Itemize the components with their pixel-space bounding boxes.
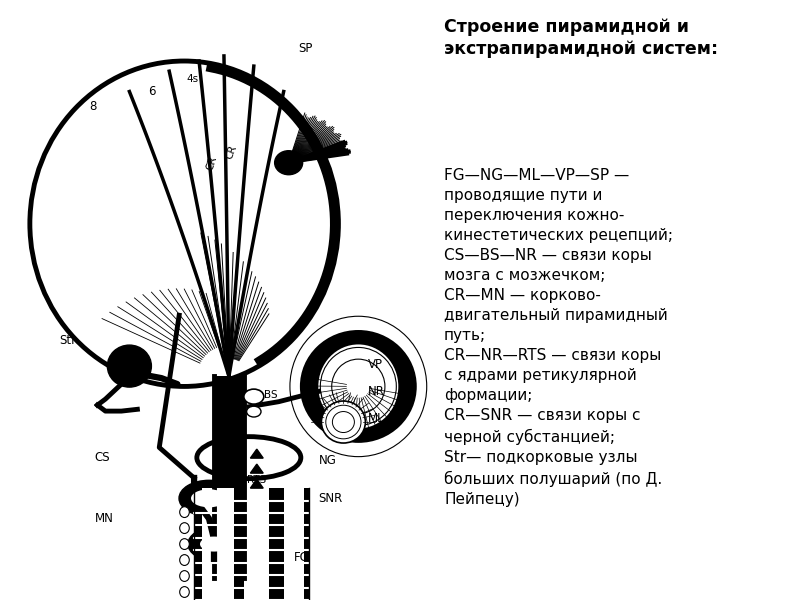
Text: 6: 6	[149, 85, 156, 98]
Bar	[244, 488, 269, 600]
Ellipse shape	[180, 507, 190, 518]
Ellipse shape	[200, 536, 228, 551]
Text: NG: NG	[318, 454, 336, 467]
Text: BS: BS	[264, 389, 278, 400]
Text: NR: NR	[368, 385, 385, 398]
Bar	[284, 488, 303, 600]
Text: CS: CS	[94, 451, 110, 464]
Polygon shape	[250, 479, 263, 488]
Text: Строение пирамидной и
экстрапирамидной систем:: Строение пирамидной и экстрапирамидной с…	[444, 18, 718, 58]
Ellipse shape	[180, 587, 190, 598]
Ellipse shape	[179, 481, 239, 517]
Bar	[194, 488, 309, 600]
Text: VP: VP	[368, 358, 383, 371]
Bar	[202, 488, 234, 600]
Text: SNR: SNR	[318, 492, 342, 505]
Ellipse shape	[246, 406, 261, 417]
Ellipse shape	[180, 539, 190, 550]
Ellipse shape	[274, 151, 302, 175]
Text: 4s: 4s	[186, 74, 198, 85]
Text: Str: Str	[60, 334, 77, 347]
Polygon shape	[250, 464, 263, 473]
Ellipse shape	[244, 389, 264, 404]
Ellipse shape	[302, 332, 414, 440]
Text: ML: ML	[368, 412, 385, 425]
Ellipse shape	[180, 523, 190, 533]
Ellipse shape	[188, 527, 240, 560]
Text: SP: SP	[298, 43, 313, 55]
Bar	[214, 376, 244, 590]
Ellipse shape	[191, 490, 227, 508]
Ellipse shape	[180, 571, 190, 581]
Text: CR: CR	[205, 154, 219, 171]
Polygon shape	[250, 449, 263, 458]
Text: 8: 8	[89, 100, 96, 113]
Text: MN: MN	[94, 512, 114, 525]
Ellipse shape	[34, 66, 334, 382]
Text: FG: FG	[294, 551, 310, 564]
Text: FG—NG—ML—VP—SP —
проводящие пути и
переключения кожно-
кинестетических рецепций;: FG—NG—ML—VP—SP — проводящие пути и перек…	[444, 168, 673, 507]
Text: RTS: RTS	[247, 475, 266, 485]
Ellipse shape	[322, 401, 366, 443]
Ellipse shape	[180, 554, 190, 565]
Ellipse shape	[107, 345, 151, 387]
Ellipse shape	[318, 344, 398, 428]
Text: CR: CR	[223, 144, 238, 161]
